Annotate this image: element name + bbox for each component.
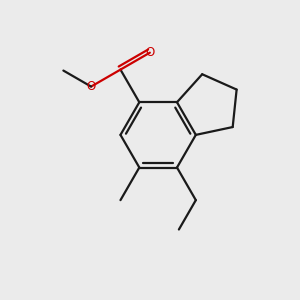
Text: O: O — [145, 46, 154, 59]
Text: O: O — [86, 80, 96, 93]
